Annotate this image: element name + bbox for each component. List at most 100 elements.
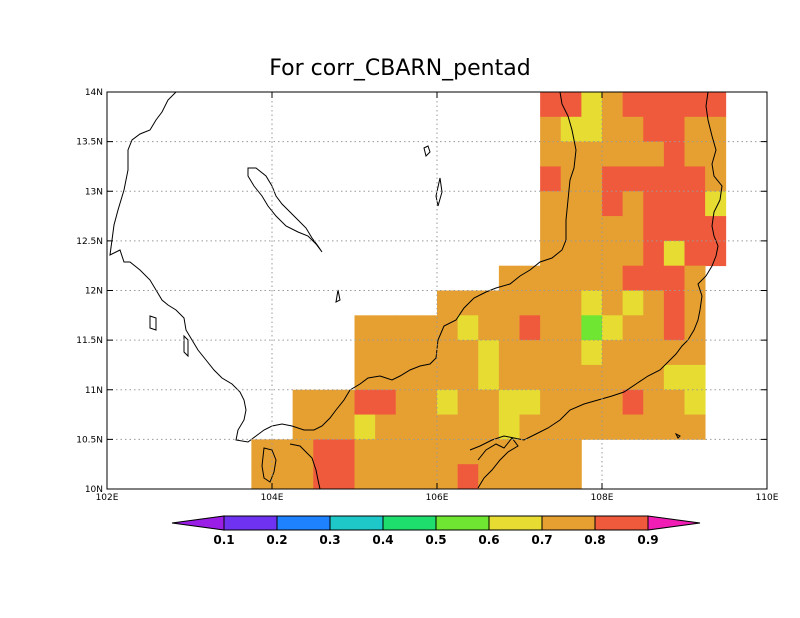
colorbar-label: 0.9 [637, 533, 658, 547]
map-cell [498, 364, 520, 391]
map-cell [520, 489, 541, 514]
x-axis-ticks: 102E 104E 106E 108E 110E [96, 92, 779, 503]
map-cell [560, 340, 582, 366]
map-cell [437, 464, 459, 489]
map-cell [622, 364, 644, 391]
map-cell [437, 439, 459, 465]
map-cell [663, 240, 685, 267]
map-cell [643, 240, 665, 267]
map-cell [581, 216, 603, 242]
coastline-delta [477, 437, 519, 489]
y-tick-label: 12N [85, 287, 103, 297]
map-cell [498, 464, 520, 489]
map-cell [457, 340, 479, 366]
map-cell [581, 141, 603, 167]
map-title: For corr_CBARN_pentad [269, 56, 531, 81]
map-cell [602, 290, 624, 316]
map-cell [560, 290, 582, 316]
map-cell [292, 464, 314, 489]
colorbar-segment [594, 515, 649, 531]
map-cell [499, 489, 520, 514]
map-cell [663, 191, 685, 217]
map-cell [437, 389, 459, 415]
map-cell [540, 340, 562, 366]
map-cell [395, 439, 417, 465]
map-cell [292, 414, 314, 440]
map-cell [560, 240, 582, 267]
map-cell [333, 464, 355, 489]
map-cell [478, 464, 500, 489]
map-cell [375, 439, 397, 465]
map-cell [684, 166, 706, 192]
colorbar-label: 0.8 [584, 533, 605, 547]
map-cell [622, 315, 644, 341]
y-tick-label: 13N [85, 187, 103, 197]
lake-tonle-sap [247, 167, 323, 253]
x-tick-label: 102E [96, 493, 119, 503]
map-cell [581, 389, 603, 415]
map-cell [540, 439, 562, 465]
map-cell [272, 464, 294, 489]
map-cell [622, 92, 644, 118]
x-tick-label: 106E [426, 493, 449, 503]
map-cell [663, 315, 685, 341]
map-cell [705, 116, 727, 143]
map-cell [581, 116, 603, 143]
map-cell [416, 364, 438, 391]
map-cell [560, 265, 582, 291]
map-cell [663, 216, 685, 242]
map-cell [581, 290, 603, 316]
map-cell [622, 340, 644, 366]
map-cell [375, 315, 397, 341]
map-cell [684, 340, 706, 366]
map-cell [643, 191, 665, 217]
island-phu-quoc [261, 447, 277, 483]
colorbar-label: 0.7 [531, 533, 552, 547]
map-cell [643, 216, 665, 242]
y-tick-label: 14N [85, 88, 103, 98]
map-cell [478, 340, 500, 366]
colorbar-label: 0.3 [319, 533, 340, 547]
colorbar-segment [223, 515, 278, 531]
y-tick-label: 12.5N [76, 237, 103, 247]
map-cell [602, 116, 624, 143]
map-cell [602, 240, 624, 267]
map-cell [684, 92, 706, 118]
map-cell [395, 389, 417, 415]
map-cell [519, 389, 541, 415]
map-cell [313, 439, 335, 465]
map-cell [498, 315, 520, 341]
map-cell [622, 389, 644, 415]
map-cell [602, 141, 624, 167]
map-cell [560, 116, 582, 143]
map-cell [622, 116, 644, 143]
map-cell [540, 92, 562, 118]
map-cell [375, 340, 397, 366]
colorbar-segment [276, 515, 331, 531]
map-cell [540, 216, 562, 242]
map-cell [416, 315, 438, 341]
colorbar-label: 0.4 [372, 533, 393, 547]
map-cell [663, 364, 685, 391]
island-small-1 [423, 145, 431, 157]
map-cell [478, 290, 500, 316]
map-cell [395, 315, 417, 341]
map-cell [437, 364, 459, 391]
map-cell [437, 290, 459, 316]
map-cell [375, 389, 397, 415]
map-cell [519, 364, 541, 391]
island-small-4 [149, 315, 157, 331]
map-cell [540, 265, 562, 291]
map-cell [313, 489, 334, 514]
colorbar-segment [541, 515, 596, 531]
map-cell [581, 166, 603, 192]
map-cell [705, 240, 727, 267]
map-cell [643, 414, 665, 440]
map-cell [684, 191, 706, 217]
map-cell [457, 315, 479, 341]
map-cell [581, 414, 603, 440]
map-cell [498, 265, 520, 291]
map-cell [478, 414, 500, 440]
map-cell [498, 290, 520, 316]
